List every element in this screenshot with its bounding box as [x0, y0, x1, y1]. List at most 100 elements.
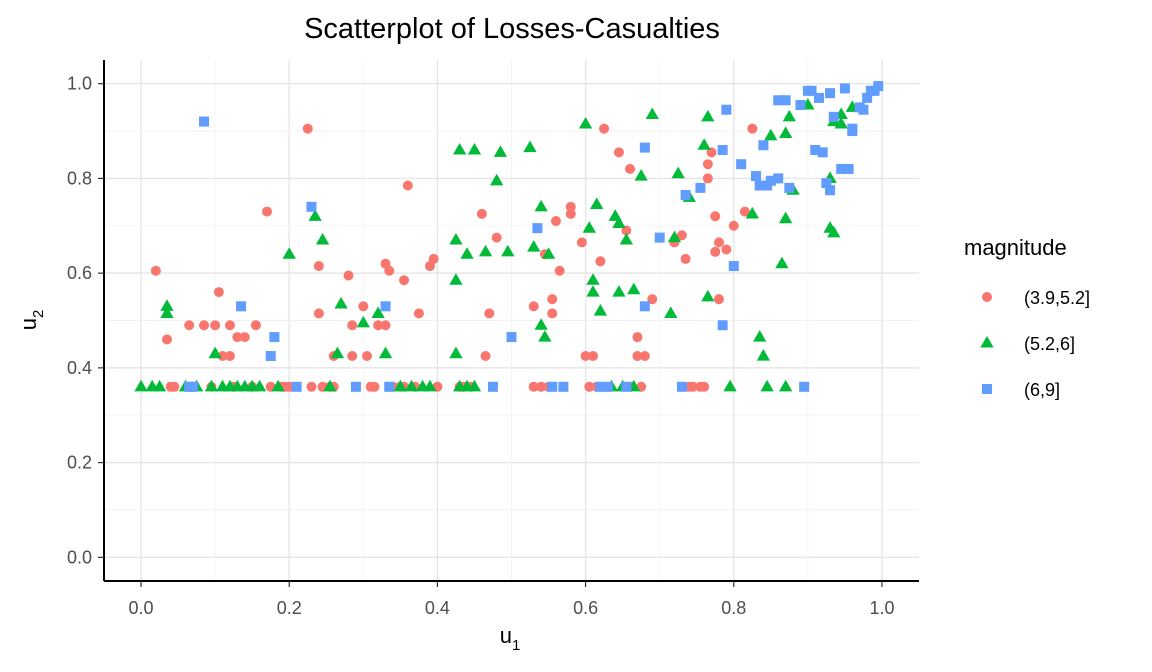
- data-point-square: [825, 88, 836, 99]
- data-point-square: [532, 223, 543, 234]
- data-point-circle: [676, 230, 687, 241]
- data-point-triangle: [323, 379, 337, 392]
- legend-label: (6,9]: [1024, 380, 1060, 400]
- data-point-circle: [239, 332, 250, 343]
- data-point-square: [836, 163, 847, 174]
- grid: [104, 60, 919, 581]
- data-point-triangle: [282, 247, 296, 259]
- data-point-circle: [250, 320, 261, 331]
- data-point-triangle: [527, 240, 541, 252]
- data-point-circle: [699, 381, 710, 392]
- data-point-triangle: [760, 379, 774, 392]
- data-point-circle: [213, 287, 224, 298]
- data-point-triangle: [778, 211, 793, 224]
- data-point-triangle: [315, 232, 330, 245]
- data-point-circle: [224, 320, 235, 331]
- data-point-triangle: [671, 166, 685, 179]
- data-point-circle: [399, 275, 410, 286]
- data-point-square: [717, 320, 728, 331]
- data-point-circle: [639, 351, 650, 362]
- data-point-triangle: [782, 109, 796, 122]
- data-point-triangle: [619, 232, 633, 245]
- x-tick-label: 0.6: [573, 598, 598, 618]
- y-tick-label: 0.4: [67, 358, 92, 378]
- data-point-circle: [262, 206, 272, 217]
- data-point-square: [799, 381, 810, 392]
- data-point-triangle: [634, 169, 648, 181]
- data-point-triangle: [723, 379, 737, 392]
- data-point-triangle: [493, 145, 508, 157]
- data-point-square: [817, 147, 828, 158]
- x-axis-label: u1: [500, 623, 521, 654]
- data-point-circle: [713, 294, 724, 305]
- data-point-circle: [484, 308, 495, 319]
- legend-key-triangle: [980, 336, 994, 348]
- data-point-circle: [224, 351, 235, 362]
- data-point-square: [862, 92, 873, 103]
- y-tick-label: 0.0: [67, 547, 92, 567]
- data-point-triangle: [664, 306, 678, 318]
- data-point-circle: [550, 216, 561, 227]
- data-point-triangle: [334, 296, 348, 309]
- data-point-circle: [702, 159, 713, 170]
- data-point-circle: [210, 320, 221, 331]
- data-point-circle: [402, 180, 413, 191]
- data-point-circle: [380, 320, 391, 331]
- data-point-square: [265, 351, 276, 362]
- data-point-triangle: [160, 299, 174, 311]
- data-point-circle: [680, 253, 691, 264]
- data-point-triangle: [534, 199, 548, 212]
- data-point-square: [487, 381, 498, 392]
- data-point-triangle: [627, 282, 641, 295]
- data-point-square: [639, 301, 650, 312]
- data-point-circle: [199, 320, 210, 331]
- data-point-triangle: [356, 315, 370, 328]
- data-point-circle: [313, 308, 324, 319]
- data-point-circle: [528, 381, 539, 392]
- data-point-circle: [632, 332, 643, 343]
- data-point-square: [547, 381, 558, 392]
- data-point-square: [721, 104, 732, 115]
- data-point-circle: [347, 320, 358, 331]
- data-point-square: [813, 92, 824, 103]
- data-point-circle: [302, 123, 313, 134]
- data-point-circle: [576, 237, 587, 248]
- data-point-circle: [369, 381, 380, 392]
- data-point-triangle: [775, 256, 789, 269]
- y-tick-label: 0.2: [67, 453, 92, 473]
- data-point-square: [602, 381, 613, 392]
- data-point-circle: [306, 381, 317, 392]
- axes: [103, 60, 919, 582]
- data-point-square: [269, 332, 280, 343]
- data-point-triangle: [423, 379, 437, 392]
- data-point-square: [717, 144, 728, 155]
- data-point-square: [821, 178, 832, 189]
- legend-title: magnitude: [964, 235, 1067, 260]
- data-point-circle: [232, 332, 243, 343]
- data-point-circle: [217, 351, 228, 362]
- data-point-triangle: [582, 221, 596, 233]
- data-point-circle: [358, 301, 369, 312]
- legend-key-square: [982, 384, 992, 394]
- data-point-triangle: [827, 225, 841, 238]
- legend-label: (3.9,5.2]: [1024, 288, 1090, 308]
- data-point-square: [828, 111, 839, 122]
- data-point-square: [847, 126, 858, 137]
- data-point-square: [751, 171, 761, 182]
- data-point-square: [380, 301, 391, 312]
- data-point-triangle: [393, 379, 408, 392]
- data-point-triangle: [612, 285, 626, 297]
- data-point-triangle: [467, 142, 482, 155]
- data-point-triangle: [590, 197, 604, 210]
- data-point-triangle: [593, 304, 608, 316]
- data-point-triangle: [449, 273, 463, 285]
- data-point-triangle: [152, 379, 167, 392]
- data-point-circle: [688, 381, 699, 392]
- data-point-circle: [528, 301, 539, 312]
- data-point-square: [758, 140, 769, 151]
- data-point-circle: [706, 147, 717, 158]
- data-point-circle: [150, 265, 161, 276]
- data-point-circle: [710, 211, 721, 222]
- data-point-square: [773, 95, 784, 106]
